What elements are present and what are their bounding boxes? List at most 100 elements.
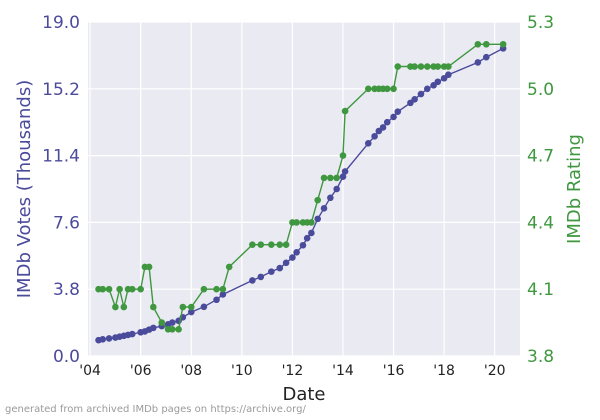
rating-data-point <box>175 325 182 333</box>
rating-data-point <box>145 263 153 271</box>
votes-data-point <box>371 132 378 140</box>
x-tick-label: '10 <box>231 363 253 379</box>
votes-data-point <box>434 78 442 86</box>
rating-data-point <box>120 303 128 311</box>
votes-data-point <box>168 319 176 326</box>
votes-data-point <box>268 268 275 275</box>
y-right-tick-label: 4.1 <box>527 280 554 300</box>
votes-data-point <box>333 185 340 193</box>
votes-data-point <box>482 53 490 61</box>
votes-data-point <box>303 234 311 242</box>
x-tick-label: '12 <box>282 363 304 379</box>
votes-data-point <box>379 124 387 131</box>
x-tick-label: '18 <box>433 363 455 379</box>
rating-data-point <box>383 85 391 93</box>
votes-data-point <box>327 194 334 202</box>
rating-data-point <box>364 85 372 93</box>
rating-data-point <box>225 263 233 271</box>
votes-data-point <box>293 248 300 256</box>
y-right-tick-label: 5.3 <box>527 13 554 33</box>
rating-data-point <box>308 219 315 226</box>
votes-data-point <box>187 308 195 316</box>
y-left-tick-label: 0.0 <box>53 347 80 367</box>
rating-data-point <box>474 40 482 48</box>
votes-data-point <box>364 139 372 147</box>
y-left-tick-label: 19.0 <box>42 13 80 33</box>
rating-data-point <box>99 285 107 293</box>
votes-data-point <box>394 108 402 115</box>
votes-data-point <box>445 71 452 79</box>
y-left-tick-label: 7.6 <box>53 213 80 233</box>
votes-data-point <box>150 324 157 332</box>
votes-data-point <box>417 90 425 98</box>
votes-data-point <box>341 168 349 175</box>
rating-data-point <box>276 241 284 248</box>
x-tick-label: '08 <box>180 363 202 379</box>
rating-data-point <box>137 285 144 293</box>
rating-data-point <box>339 152 347 159</box>
y-left-tick-label: 15.2 <box>42 80 80 100</box>
x-tick-label: '06 <box>130 363 152 379</box>
rating-data-point <box>168 325 176 333</box>
votes-data-point <box>474 59 482 66</box>
votes-data-point <box>339 173 347 180</box>
y-right-tick-label: 5.0 <box>527 80 554 100</box>
rating-data-point <box>219 285 227 293</box>
rating-data-point <box>213 285 220 293</box>
votes-data-point <box>213 296 220 304</box>
y-right-tick-label: 3.8 <box>527 347 554 367</box>
rating-data-point <box>268 241 275 248</box>
votes-data-point <box>105 335 113 342</box>
y-left-tick-label: 3.8 <box>53 280 80 300</box>
rating-data-point <box>327 174 334 182</box>
rating-data-point <box>423 63 431 70</box>
votes-data-point <box>282 259 290 267</box>
votes-data-point <box>299 241 307 249</box>
rating-data-point <box>257 241 265 248</box>
rating-data-point <box>150 303 157 311</box>
rating-data-point <box>499 40 507 48</box>
y-right-tick-label: 4.7 <box>527 147 554 167</box>
rating-data-point <box>417 63 425 70</box>
rating-data-point <box>314 196 321 204</box>
y-right-tick-label: 4.4 <box>527 213 554 233</box>
votes-data-point <box>308 229 315 237</box>
votes-data-point <box>383 118 391 126</box>
y-right-axis-title: IMDb Rating <box>564 134 585 244</box>
votes-data-point <box>128 330 136 338</box>
rating-data-point <box>282 241 290 248</box>
rating-data-point <box>112 303 119 311</box>
x-tick-label: '20 <box>484 363 506 379</box>
votes-data-point <box>99 336 107 343</box>
rating-data-point <box>158 319 166 326</box>
votes-data-point <box>423 85 431 93</box>
rating-data-point <box>320 174 328 182</box>
rating-data-point <box>411 63 418 70</box>
x-axis-title: Date <box>282 384 325 405</box>
rating-data-point <box>249 241 256 248</box>
rating-data-point <box>394 63 402 70</box>
rating-data-point <box>333 174 340 182</box>
rating-data-point <box>482 40 490 48</box>
rating-data-point <box>434 63 442 70</box>
rating-data-point <box>200 285 208 293</box>
rating-data-point <box>128 285 136 293</box>
votes-data-point <box>276 264 284 272</box>
rating-data-point <box>187 303 195 311</box>
votes-data-point <box>219 291 227 298</box>
x-tick-label: '04 <box>79 363 101 379</box>
x-tick-label: '16 <box>383 363 405 379</box>
votes-data-point <box>289 254 296 261</box>
rating-data-point <box>390 85 397 93</box>
rating-data-point <box>116 285 123 293</box>
votes-data-point <box>257 273 265 281</box>
votes-data-point <box>200 303 208 311</box>
source-footnote: generated from archived IMDb pages on ht… <box>5 404 306 415</box>
y-left-axis-title: IMDb Votes (Thousands) <box>14 80 35 299</box>
rating-data-point <box>341 107 349 115</box>
votes-data-point <box>314 215 321 223</box>
y-left-tick-label: 11.4 <box>42 147 80 167</box>
votes-data-point <box>390 113 397 121</box>
rating-data-point <box>179 303 187 311</box>
